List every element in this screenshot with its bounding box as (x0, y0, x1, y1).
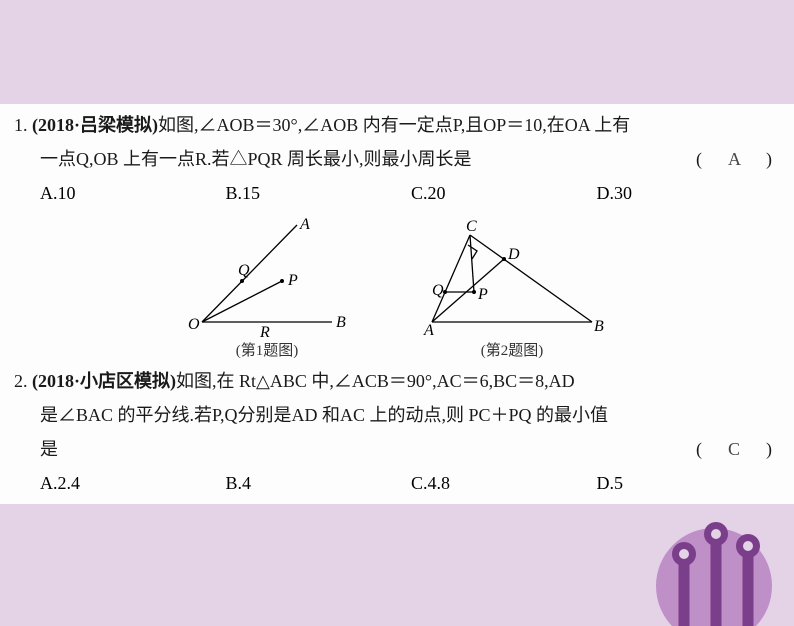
f1-label-q: Q (238, 262, 250, 279)
q2-option-c: C.4.8 (411, 466, 597, 500)
q1-text1: 如图,∠AOB＝30°,∠AOB 内有一定点P,且OP＝10,在OA 上有 (158, 115, 630, 135)
f1-label-b: B (336, 314, 346, 331)
figure-2: A B C D P Q (第2题图) (412, 217, 612, 360)
figure-1-caption: (第1题图) (182, 339, 352, 360)
f2-label-b: B (594, 318, 604, 335)
figures-row: A Q P O R B (第1题图) (0, 215, 794, 360)
f1-label-r: R (259, 324, 270, 337)
q1-option-a: A.10 (40, 176, 226, 210)
q1-option-d: D.30 (597, 176, 783, 210)
q2-line2: 是∠BAC 的平分线.若P,Q分别是AD 和AC 上的动点,则 PC＋PQ 的最… (14, 398, 782, 432)
q1-source: (2018·吕梁模拟) (32, 115, 158, 135)
q2-source: (2018·小店区模拟) (32, 371, 176, 391)
figure-1: A Q P O R B (第1题图) (182, 217, 352, 360)
f2-label-c: C (466, 218, 477, 235)
q1-line2: 一点Q,OB 上有一点R.若△PQR 周长最小,则最小周长是 ( A ) (14, 142, 782, 176)
q1-option-c: C.20 (411, 176, 597, 210)
decoration-icon (644, 486, 784, 626)
q1-answer: A (728, 149, 744, 169)
q2-line1: 2. (2018·小店区模拟)如图,在 Rt△ABC 中,∠ACB＝90°,AC… (14, 364, 782, 398)
q2-answer: C (728, 439, 744, 459)
f1-label-p: P (287, 272, 298, 289)
f1-label-a: A (299, 217, 310, 233)
q1-answer-slot: ( A ) (696, 142, 776, 176)
q2-answer-slot: ( C ) (696, 432, 776, 466)
figure-1-svg: A Q P O R B (182, 217, 352, 337)
figure-2-caption: (第2题图) (412, 339, 612, 360)
q2-text3: 是 (40, 439, 58, 459)
f2-label-q: Q (432, 282, 444, 299)
q2-option-a: A.2.4 (40, 466, 226, 500)
q2-option-b: B.4 (226, 466, 412, 500)
question-1: 1. (2018·吕梁模拟)如图,∠AOB＝30°,∠AOB 内有一定点P,且O… (0, 104, 794, 215)
q1-line1: 1. (2018·吕梁模拟)如图,∠AOB＝30°,∠AOB 内有一定点P,且O… (14, 108, 782, 142)
f2-label-p: P (477, 286, 488, 303)
q2-text1: 如图,在 Rt△ABC 中,∠ACB＝90°,AC＝6,BC＝8,AD (176, 371, 575, 391)
figure-2-svg: A B C D P Q (412, 217, 612, 337)
f2-label-a: A (423, 322, 434, 337)
q1-options: A.10 B.15 C.20 D.30 (14, 176, 782, 210)
top-spacer (0, 0, 794, 104)
f1-label-o: O (188, 316, 200, 333)
question-2: 2. (2018·小店区模拟)如图,在 Rt△ABC 中,∠ACB＝90°,AC… (0, 360, 794, 505)
f2-label-d: D (507, 246, 520, 263)
q2-number: 2. (14, 371, 28, 391)
q1-option-b: B.15 (226, 176, 412, 210)
q1-number: 1. (14, 115, 28, 135)
q2-line3: 是 ( C ) (14, 432, 782, 466)
q1-text2: 一点Q,OB 上有一点R.若△PQR 周长最小,则最小周长是 (40, 149, 472, 169)
